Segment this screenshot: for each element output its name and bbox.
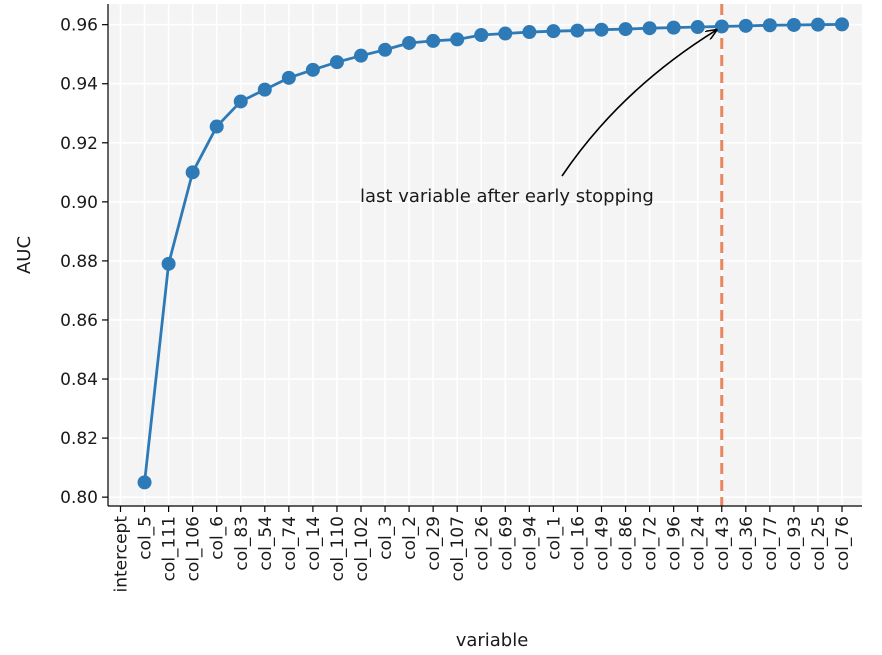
y-tick-label: 0.90 <box>60 193 98 213</box>
data-point-col-72 <box>642 21 657 36</box>
plot-background <box>108 4 862 506</box>
y-tick-label: 0.84 <box>60 370 98 390</box>
x-tick-label-col-72: col_72 <box>641 516 661 571</box>
y-tick-label: 0.82 <box>60 429 98 449</box>
x-tick-label-col-14: col_14 <box>304 516 324 571</box>
x-tick-label-col-54: col_54 <box>256 516 276 571</box>
data-point-col-96 <box>666 20 681 35</box>
x-tick-label-col-24: col_24 <box>689 516 709 571</box>
x-tick-label-col-5: col_5 <box>136 516 156 560</box>
y-axis-label: AUC <box>14 236 35 274</box>
data-point-col-110 <box>329 55 344 70</box>
data-point-col-14 <box>305 62 320 77</box>
data-point-col-29 <box>426 33 441 48</box>
data-point-col-36 <box>738 18 753 33</box>
y-tick-label: 0.88 <box>60 252 98 272</box>
data-point-col-16 <box>570 23 585 38</box>
x-tick-label-col-49: col_49 <box>593 516 613 571</box>
x-tick-label-col-110: col_110 <box>328 516 348 581</box>
x-tick-label-col-3: col_3 <box>376 516 396 560</box>
data-point-col-74 <box>281 70 296 85</box>
x-tick-label-col-43: col_43 <box>713 516 733 571</box>
x-tick-label-col-26: col_26 <box>472 516 492 571</box>
data-point-col-86 <box>618 22 633 37</box>
data-point-col-69 <box>498 26 513 41</box>
data-point-col-76 <box>835 17 849 32</box>
data-point-col-107 <box>450 32 465 47</box>
x-tick-label-col-107: col_107 <box>448 516 468 581</box>
x-tick-label-col-76: col_76 <box>833 516 853 571</box>
y-tick-label: 0.96 <box>60 16 98 36</box>
x-tick-label-col-6: col_6 <box>208 516 228 560</box>
data-point-col-111 <box>161 256 176 271</box>
data-point-col-25 <box>810 17 825 32</box>
x-tick-label-intercept: intercept <box>112 516 132 593</box>
x-tick-label-col-96: col_96 <box>665 516 685 571</box>
data-point-col-102 <box>354 48 368 63</box>
x-tick-label-col-69: col_69 <box>496 516 516 571</box>
x-tick-label-col-77: col_77 <box>761 516 781 571</box>
axes <box>107 4 862 507</box>
x-tick-label-col-86: col_86 <box>617 516 637 571</box>
data-point-col-6 <box>209 119 224 134</box>
y-tick-label: 0.92 <box>60 134 98 154</box>
data-point-col-24 <box>690 20 705 35</box>
x-tick-label-col-93: col_93 <box>785 516 805 571</box>
x-tick-label-col-29: col_29 <box>424 516 444 571</box>
data-point-col-43 <box>714 19 729 34</box>
y-tick-label: 0.80 <box>60 488 98 508</box>
annotation-text: last variable after early stopping <box>360 186 654 207</box>
x-axis-label: variable <box>456 630 529 651</box>
y-tick-label: 0.86 <box>60 311 98 331</box>
x-tick-label-col-111: col_111 <box>160 516 180 581</box>
data-point-col-3 <box>378 42 393 57</box>
grid <box>108 4 862 506</box>
y-tick-label: 0.94 <box>60 75 98 95</box>
x-tick-label-col-36: col_36 <box>737 516 757 571</box>
points-group <box>137 17 849 490</box>
data-point-col-93 <box>786 17 801 32</box>
data-point-col-26 <box>474 28 489 43</box>
x-tick-label-col-106: col_106 <box>184 516 204 581</box>
x-tick-label-col-25: col_25 <box>809 516 829 571</box>
x-tick-label-col-1: col_1 <box>544 516 564 560</box>
data-point-col-77 <box>762 18 777 33</box>
x-ticks: intercept col_5 col_111 col_106 col_6 col_83 c… <box>112 506 853 593</box>
x-tick-label-col-94: col_94 <box>520 516 540 571</box>
x-tick-label-col-16: col_16 <box>568 516 588 571</box>
x-tick-label-col-2: col_2 <box>400 516 420 560</box>
data-point-col-83 <box>233 94 248 109</box>
y-ticks: 0.80 0.82 0.84 0.86 0.88 0.90 0.92 0.94 0.96 <box>60 16 108 508</box>
data-point-col-94 <box>522 25 537 40</box>
x-tick-label-col-74: col_74 <box>280 516 300 571</box>
data-point-col-5 <box>137 475 152 490</box>
data-point-col-1 <box>546 24 561 39</box>
x-tick-label-col-83: col_83 <box>232 516 252 571</box>
data-point-col-106 <box>185 165 200 180</box>
data-point-col-49 <box>594 22 609 37</box>
annotation-arrow <box>561 30 716 177</box>
data-point-col-54 <box>257 82 272 97</box>
x-tick-label-col-102: col_102 <box>352 516 372 581</box>
data-point-col-2 <box>402 35 417 50</box>
annotation-group: last variable after early stopping <box>360 30 716 207</box>
